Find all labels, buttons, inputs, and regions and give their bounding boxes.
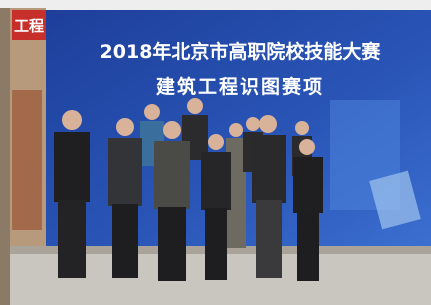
page: {"banner": {"title": "2018年北京市高职院校技能大赛",… — [0, 0, 431, 305]
photo: 工程 2018年北京市高职院校技能大赛 建筑工程识图赛项 — [0, 0, 431, 305]
door — [12, 90, 42, 230]
banner-title: 2018年北京市高职院校技能大赛 — [100, 40, 382, 63]
left-edge — [0, 8, 10, 305]
sign-text: 工程 — [14, 17, 44, 35]
banner-subtitle: 建筑工程识图赛项 — [156, 75, 324, 98]
